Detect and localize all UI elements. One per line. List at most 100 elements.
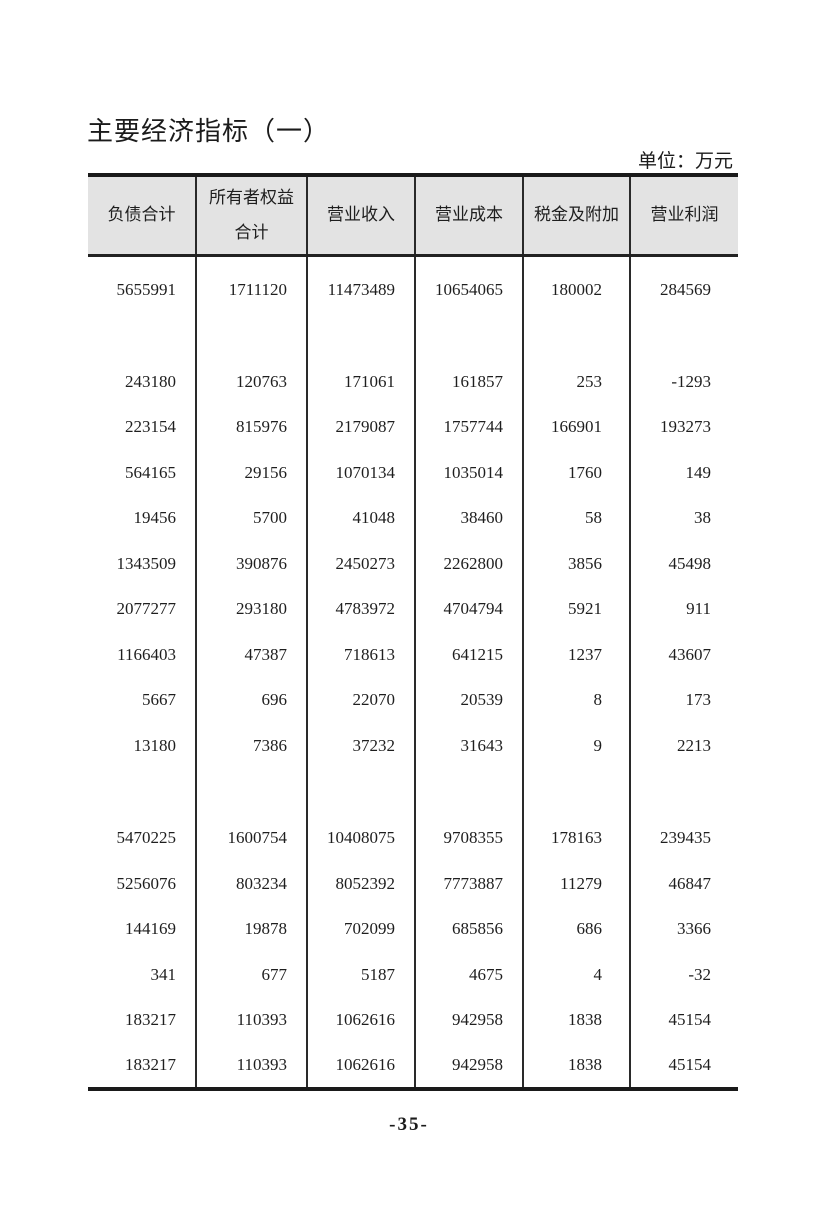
table-cell: 911 — [686, 599, 711, 619]
table-cell: 1600754 — [196, 815, 308, 861]
table-row: 1166403 47387 718613 641215 1237 43607 — [88, 632, 738, 678]
table-cell — [630, 323, 738, 359]
table-cell: 20539 — [415, 677, 524, 723]
table-header-row: 负债合计 所有者权益 合计 营业收入 营业成本 税金及附加 营业利润 — [88, 175, 738, 257]
table-cell: 641215 — [415, 632, 524, 678]
table-cell: 183217 — [88, 997, 197, 1043]
table-cell: 58 — [523, 495, 631, 541]
table-cell: 120763 — [196, 359, 308, 405]
table-row: 183217 110393 1062616 942958 1838 45154 — [88, 997, 738, 1043]
table-cell: 193273 — [660, 417, 711, 437]
table-cell: 942958 — [415, 997, 524, 1043]
table-cell: 47387 — [196, 632, 308, 678]
table-cell: 564165 — [88, 450, 197, 496]
table-cell: 253 — [523, 359, 631, 405]
table-row: 19456 5700 41048 38460 58 38 — [88, 495, 738, 541]
table-cell: 239435 — [660, 828, 711, 848]
table-cell: 1760 — [523, 450, 631, 496]
table-row: 144169 19878 702099 685856 686 3366 — [88, 906, 738, 952]
table-cell: 11473489 — [307, 255, 416, 323]
table-cell: 5655991 — [88, 255, 197, 323]
table-cell: 7386 — [196, 723, 308, 769]
table-cell: 5256076 — [88, 861, 197, 907]
table-cell: 5667 — [88, 677, 197, 723]
column-header-3: 营业收入 — [307, 175, 416, 257]
table-cell: 803234 — [196, 861, 308, 907]
table-cell: 10654065 — [415, 255, 524, 323]
table-cell: 5470225 — [88, 815, 197, 861]
table-row: 5470225 1600754 10408075 9708355 178163 23943… — [88, 815, 738, 861]
table-cell: 1711120 — [196, 255, 308, 323]
table-cell: 8 — [523, 677, 631, 723]
table-cell: 178163 — [523, 815, 631, 861]
table-cell: 223154 — [88, 404, 197, 450]
table-row — [88, 768, 738, 816]
table-row: 5256076 803234 8052392 7773887 11279 46847 — [88, 861, 738, 907]
column-header-6: 营业利润 — [630, 175, 738, 257]
table-cell: 1838 — [523, 1043, 631, 1089]
table-cell: 2179087 — [307, 404, 416, 450]
table-cell: 45154 — [668, 1010, 712, 1030]
table-cell: 1757744 — [415, 404, 524, 450]
table-cell: 10408075 — [307, 815, 416, 861]
table-cell: 38460 — [415, 495, 524, 541]
page-number: -35- — [389, 1114, 429, 1135]
table-cell: 11279 — [523, 861, 631, 907]
table-cell: 171061 — [307, 359, 416, 405]
table-cell: 45498 — [668, 553, 712, 573]
table-cell: 5187 — [307, 952, 416, 998]
table-row: 243180 120763 171061 161857 253 -1293 — [88, 359, 738, 405]
table-cell: 180002 — [523, 255, 631, 323]
table-cell — [630, 769, 738, 816]
table-cell — [307, 768, 416, 816]
table-cell: 1070134 — [307, 450, 416, 496]
table-cell: 942958 — [415, 1043, 524, 1089]
table-cell: 1062616 — [307, 1043, 416, 1089]
table-cell: -32 — [688, 964, 711, 984]
economic-indicators-table: 负债合计 所有者权益 合计 营业收入 营业成本 税金及附加 营业利润 5655991 171… — [88, 173, 738, 1091]
table-cell: 1062616 — [307, 997, 416, 1043]
table-cell: 41048 — [307, 495, 416, 541]
column-header-4: 营业成本 — [415, 175, 524, 257]
table-cell: 696 — [196, 677, 308, 723]
table-cell: 243180 — [88, 359, 197, 405]
table-cell: 9 — [523, 723, 631, 769]
table-row: 564165 29156 1070134 1035014 1760 149 — [88, 450, 738, 496]
table-cell — [196, 768, 308, 816]
table-cell — [415, 323, 524, 359]
table-cell — [88, 323, 197, 359]
table-cell: 293180 — [196, 586, 308, 632]
table-cell: 1035014 — [415, 450, 524, 496]
table-cell: 43607 — [668, 644, 712, 664]
table-cell: 702099 — [307, 906, 416, 952]
table-cell — [523, 768, 631, 816]
table-cell: 7773887 — [415, 861, 524, 907]
table-cell: 2213 — [677, 735, 711, 755]
table-cell: 161857 — [415, 359, 524, 405]
table-cell: 4675 — [415, 952, 524, 998]
table-cell: 1343509 — [88, 541, 197, 587]
table-cell: -1293 — [671, 371, 711, 391]
table-cell: 5700 — [196, 495, 308, 541]
table-cell: 8052392 — [307, 861, 416, 907]
table-cell — [415, 768, 524, 816]
table-cell: 110393 — [196, 1043, 308, 1089]
column-header-5: 税金及附加 — [523, 175, 631, 257]
table-cell: 5921 — [523, 586, 631, 632]
table-cell: 144169 — [88, 906, 197, 952]
page-title: 主要经济指标（一） — [87, 117, 331, 146]
table-cell: 19878 — [196, 906, 308, 952]
table-cell: 37232 — [307, 723, 416, 769]
table-cell: 31643 — [415, 723, 524, 769]
table-cell: 2077277 — [88, 586, 197, 632]
table-cell: 46847 — [668, 873, 712, 893]
table-row: 13180 7386 37232 31643 9 2213 — [88, 723, 738, 769]
table-cell: 677 — [196, 952, 308, 998]
table-cell — [196, 323, 308, 359]
table-cell: 3856 — [523, 541, 631, 587]
table-cell: 38 — [694, 508, 711, 528]
table-row: 2077277 293180 4783972 4704794 5921 911 — [88, 586, 738, 632]
table-cell: 284569 — [660, 279, 711, 299]
table-cell: 183217 — [88, 1043, 197, 1089]
